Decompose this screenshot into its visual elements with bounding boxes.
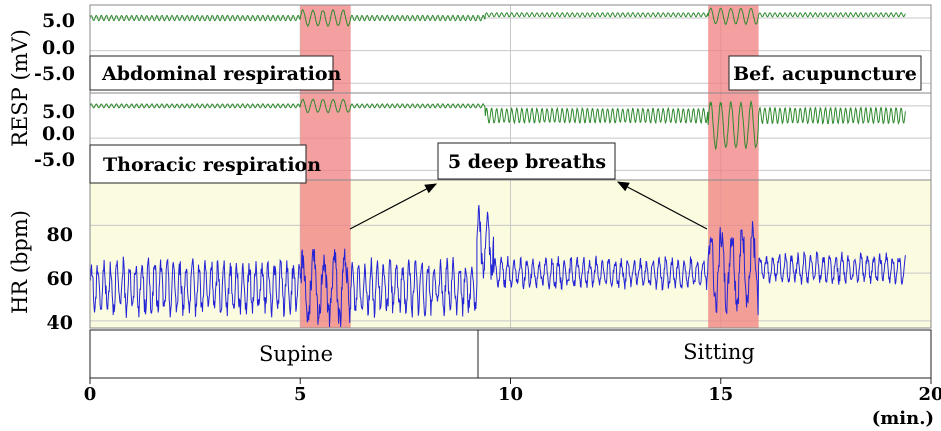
hr-y-ticks: 80 60 40 (47, 224, 73, 334)
trace-thoracic-0 (89, 98, 906, 151)
x-axis-unit: (min.) (872, 408, 934, 429)
hr-ytick-40: 40 (47, 312, 73, 334)
posture-supine: Supine (259, 342, 333, 366)
posture-sitting: Sitting (683, 340, 755, 364)
trace-abdominal-0 (89, 7, 906, 28)
hr-panel-frame (89, 179, 932, 329)
x-tick-label-3: 15 (708, 384, 733, 405)
deep-breaths-arrow-right (616, 181, 708, 230)
abdominal-ytick-0: 0.0 (42, 37, 75, 59)
signal-traces (89, 7, 906, 328)
posture-bar: Supine Sitting (89, 329, 932, 379)
abdominal-ytick-5: 5.0 (42, 10, 75, 32)
hr-ytick-80: 80 (47, 224, 73, 246)
x-tick-label-4: 20 (918, 384, 941, 405)
abdominal-label-box: Abdominal respiration (89, 55, 342, 91)
panel-frames (89, 4, 932, 329)
thoracic-label-box: Thoracic respiration (89, 144, 321, 184)
trace-heart_rate-0 (89, 204, 906, 328)
deep-breaths-label: 5 deep breaths (448, 151, 606, 173)
deep-breaths-arrow-left (349, 183, 438, 230)
x-axis: 0 5 10 15 20 (84, 377, 941, 405)
hr-y-axis-label: HR (bpm) (8, 210, 32, 314)
x-tick-label-0: 0 (84, 384, 97, 405)
thoracic-ytick-neg5: -5.0 (34, 149, 75, 171)
highlight-band-1 (708, 5, 759, 328)
thoracic-label: Thoracic respiration (103, 154, 321, 176)
thoracic-y-ticks: 5.0 0.0 -5.0 (34, 101, 75, 171)
x-tick-label-2: 10 (498, 384, 523, 405)
abdominal-label: Abdominal respiration (101, 63, 342, 85)
thoracic-ytick-0: 0.0 (42, 123, 75, 145)
resp-y-axis-label: RESP (mV) (8, 29, 32, 147)
bef-acupuncture-label-box: Bef. acupuncture (728, 55, 922, 91)
abdominal-y-ticks: 5.0 0.0 -5.0 (34, 10, 75, 85)
thoracic-ytick-5: 5.0 (42, 101, 75, 123)
x-tick-label-1: 5 (294, 384, 307, 405)
bef-acupuncture-label: Bef. acupuncture (733, 63, 917, 85)
deep-breaths-label-box: 5 deep breaths (437, 142, 616, 180)
abdominal-ytick-neg5: -5.0 (34, 63, 75, 85)
hr-ytick-60: 60 (47, 268, 73, 290)
